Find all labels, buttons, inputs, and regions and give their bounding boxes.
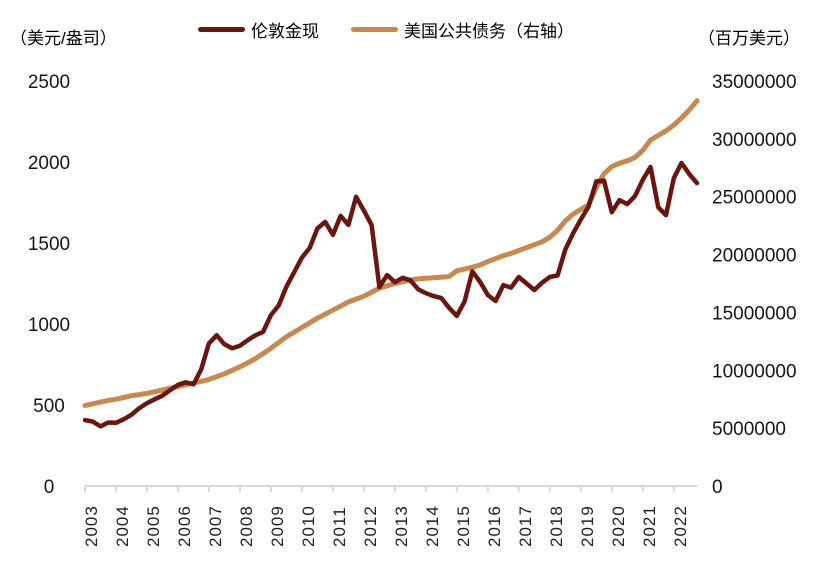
y-axis-label-left: 1000 (28, 315, 70, 336)
x-axis-label: 2003 (82, 505, 101, 547)
x-axis-label: 2010 (299, 505, 318, 547)
x-axis-label: 2017 (516, 505, 535, 547)
y-axis-label-left: 0 (44, 477, 55, 498)
y-axis-label-right: 0 (712, 477, 723, 498)
y-axis-label-right: 35000000 (712, 72, 797, 93)
y-axis-label-left: 1500 (28, 234, 70, 255)
y-axis-label-right: 10000000 (712, 361, 797, 382)
x-axis-label: 2005 (144, 505, 163, 547)
legend-label-gold: 伦敦金现 (251, 22, 319, 41)
x-axis-label: 2007 (206, 505, 225, 547)
x-axis-label: 2018 (547, 505, 566, 547)
legend-item-debt: 美国公共债务（右轴） (351, 17, 574, 42)
x-axis-label: 2021 (640, 505, 659, 547)
x-axis-label: 2004 (113, 505, 132, 547)
x-axis-label: 2006 (175, 505, 194, 547)
x-axis-label: 2009 (268, 505, 287, 547)
legend-item-gold: 伦敦金现 (198, 17, 319, 42)
gold-line (82, 160, 700, 429)
x-axis-label: 2019 (578, 505, 597, 547)
x-axis-label: 2011 (330, 506, 349, 547)
y-axis-label-right: 15000000 (712, 303, 797, 324)
legend-label-debt: 美国公共债务（右轴） (404, 22, 574, 41)
y-axis-label-left: 2500 (28, 72, 70, 93)
left-axis-unit-label: （美元/盎司） (10, 29, 117, 48)
debt-line (82, 98, 700, 409)
y-axis-label-right: 20000000 (712, 246, 797, 267)
y-axis-label-left: 2000 (28, 153, 70, 174)
x-axis-label: 2022 (671, 505, 690, 547)
y-axis-label-left: 500 (33, 396, 65, 417)
x-axis-label: 2020 (609, 505, 628, 547)
x-axis-label: 2014 (423, 505, 442, 547)
debt-line-swatch (351, 27, 398, 32)
x-axis-label: 2015 (454, 505, 473, 547)
x-axis-label: 2013 (392, 505, 411, 547)
x-axis-label: 2016 (485, 505, 504, 547)
gold-line-swatch (198, 27, 245, 32)
x-axis-label: 2012 (361, 505, 380, 547)
x-axis-label: 2008 (237, 505, 256, 547)
y-axis-label-right: 25000000 (712, 188, 797, 209)
y-axis-label-right: 5000000 (712, 419, 786, 440)
y-axis-label-right: 30000000 (712, 130, 797, 151)
chart-legend: 伦敦金现 美国公共债务（右轴） (198, 17, 574, 42)
right-axis-unit-label: （百万美元） (698, 29, 800, 48)
